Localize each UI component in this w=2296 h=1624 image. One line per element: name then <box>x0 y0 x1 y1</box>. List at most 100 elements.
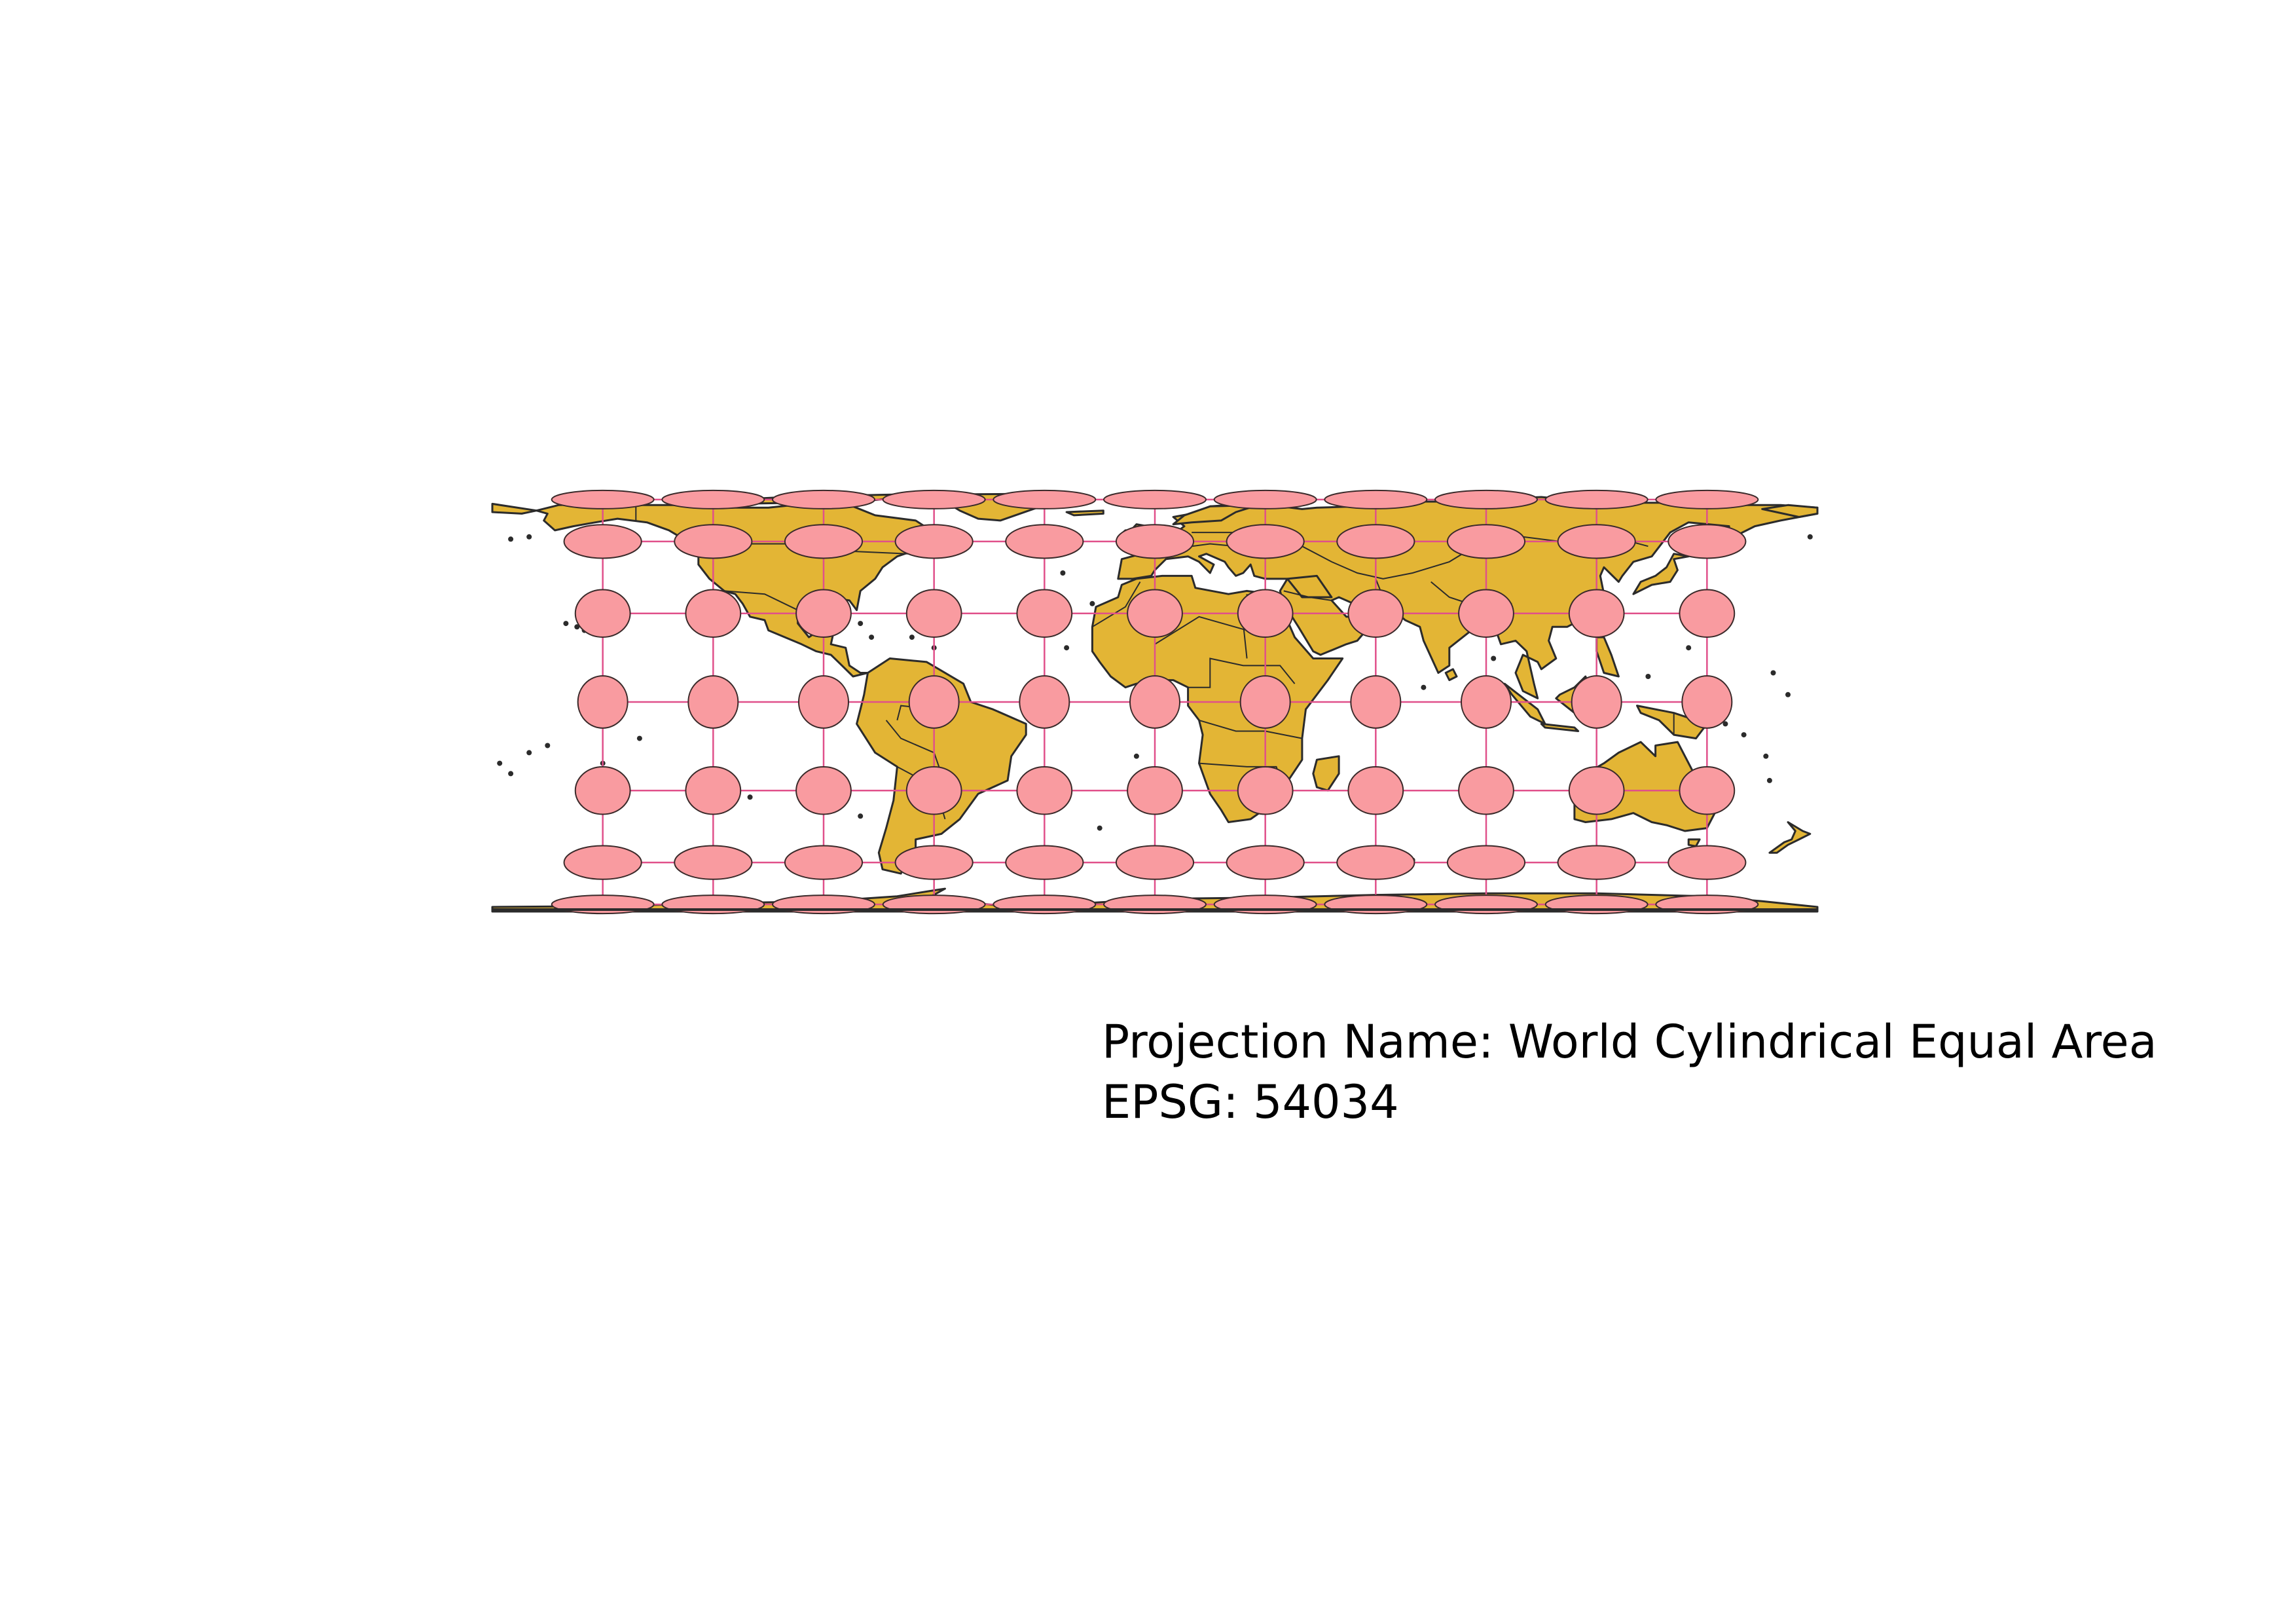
island-12 <box>1060 570 1066 576</box>
tissot-indicatrix <box>795 589 852 638</box>
tissot-indicatrix <box>1434 489 1538 509</box>
tissot-indicatrix <box>1237 766 1294 815</box>
island-6 <box>497 760 503 766</box>
tissot-indicatrix <box>1213 489 1317 509</box>
tissot-indicatrix <box>1226 524 1305 559</box>
tissot-indicatrix <box>1571 675 1622 729</box>
island-32 <box>1421 684 1427 690</box>
island-1 <box>574 624 580 630</box>
tissot-indicatrix <box>574 589 631 638</box>
island-13 <box>1089 600 1095 606</box>
landmass-sumatra <box>1503 682 1546 725</box>
island-25 <box>1722 721 1728 727</box>
tissot-indicatrix <box>1127 589 1183 638</box>
tissot-indicatrix <box>1347 766 1404 815</box>
tissot-indicatrix <box>685 589 742 638</box>
island-14 <box>1064 645 1070 651</box>
tissot-indicatrix <box>882 489 986 509</box>
tissot-indicatrix-layer <box>551 489 1759 915</box>
tissot-indicatrix <box>1019 675 1070 729</box>
epsg-code-label: EPSG: 54034 <box>1102 1075 1399 1129</box>
country-border-4 <box>885 720 942 774</box>
tissot-indicatrix <box>1239 675 1291 729</box>
island-37 <box>1133 753 1139 759</box>
tissot-indicatrix <box>1679 766 1736 815</box>
tissot-indicatrix <box>674 845 753 880</box>
island-5 <box>508 771 514 777</box>
island-18 <box>858 621 864 627</box>
tissot-indicatrix <box>1557 524 1636 559</box>
tissot-indicatrix <box>1681 675 1733 729</box>
tissot-indicatrix <box>1655 489 1759 509</box>
tissot-indicatrix <box>1446 524 1526 559</box>
tissot-indicatrix <box>1544 489 1649 509</box>
tissot-indicatrix <box>905 589 962 638</box>
tissot-indicatrix <box>1005 845 1084 880</box>
tissot-indicatrix <box>1458 589 1514 638</box>
tissot-indicatrix <box>551 489 655 509</box>
tissot-indicatrix <box>993 489 1097 509</box>
country-border-16 <box>1283 590 1332 601</box>
island-22 <box>1763 753 1769 759</box>
landmass-alaska-islands-fill <box>491 502 538 515</box>
tissot-indicatrix <box>1350 675 1402 729</box>
tissot-indicatrix <box>661 489 765 509</box>
island-4 <box>636 735 642 741</box>
tissot-indicatrix <box>795 766 852 815</box>
island-27 <box>1770 670 1776 676</box>
tissot-indicatrix <box>1446 845 1526 880</box>
tissot-indicatrix <box>1461 675 1512 729</box>
tissot-indicatrix <box>1568 766 1625 815</box>
tissot-indicatrix <box>772 489 875 509</box>
island-19 <box>526 534 532 540</box>
island-24 <box>1741 732 1747 738</box>
island-39 <box>1097 825 1102 831</box>
tissot-indicatrix <box>1568 589 1625 638</box>
tissot-indicatrix <box>1237 589 1294 638</box>
island-17 <box>869 635 875 640</box>
island-23 <box>1766 777 1772 783</box>
landmass-iceland <box>1065 509 1104 517</box>
country-border-15 <box>1316 575 1332 598</box>
tissot-indicatrix <box>1103 489 1207 509</box>
map-caption: Projection Name: World Cylindrical Equal… <box>1102 1012 2157 1132</box>
country-border-8 <box>1188 657 1296 688</box>
tissot-indicatrix <box>687 675 739 729</box>
tissot-indicatrix <box>1324 489 1428 509</box>
tissot-indicatrix <box>1667 845 1747 880</box>
tissot-indicatrix <box>1557 845 1636 880</box>
tissot-indicatrix <box>1336 845 1415 880</box>
island-2 <box>563 621 569 627</box>
landmass-siberia-east-fill <box>1761 504 1819 518</box>
tissot-indicatrix <box>563 845 642 880</box>
tissot-indicatrix <box>1129 675 1180 729</box>
tissot-indicatrix <box>685 766 742 815</box>
tissot-indicatrix <box>784 845 864 880</box>
tissot-indicatrix <box>1667 524 1747 559</box>
tissot-indicatrix <box>1127 766 1183 815</box>
island-33 <box>1491 655 1497 661</box>
tissot-indicatrix <box>798 675 849 729</box>
tissot-indicatrix <box>894 524 974 559</box>
island-16 <box>909 635 915 640</box>
island-20 <box>508 536 514 542</box>
tissot-indicatrix <box>1016 766 1073 815</box>
island-11 <box>858 813 864 819</box>
tissot-indicatrix <box>908 675 960 729</box>
landmass-new-guinea <box>1636 705 1708 740</box>
tissot-indicatrix <box>1336 524 1415 559</box>
tissot-indicatrix <box>1679 589 1736 638</box>
tissot-indicatrix <box>1458 766 1514 815</box>
tissot-indicatrix <box>1005 524 1084 559</box>
tissot-indicatrix <box>905 766 962 815</box>
tissot-indicatrix <box>1347 589 1404 638</box>
tissot-indicatrix <box>1226 845 1305 880</box>
tissot-indicatrix <box>563 524 642 559</box>
country-border-9 <box>1199 719 1303 739</box>
tissot-indicatrix <box>1016 589 1073 638</box>
island-26 <box>1785 692 1791 697</box>
island-28 <box>1686 645 1692 651</box>
tissot-indicatrix <box>1115 524 1195 559</box>
tissot-indicatrix <box>784 524 864 559</box>
